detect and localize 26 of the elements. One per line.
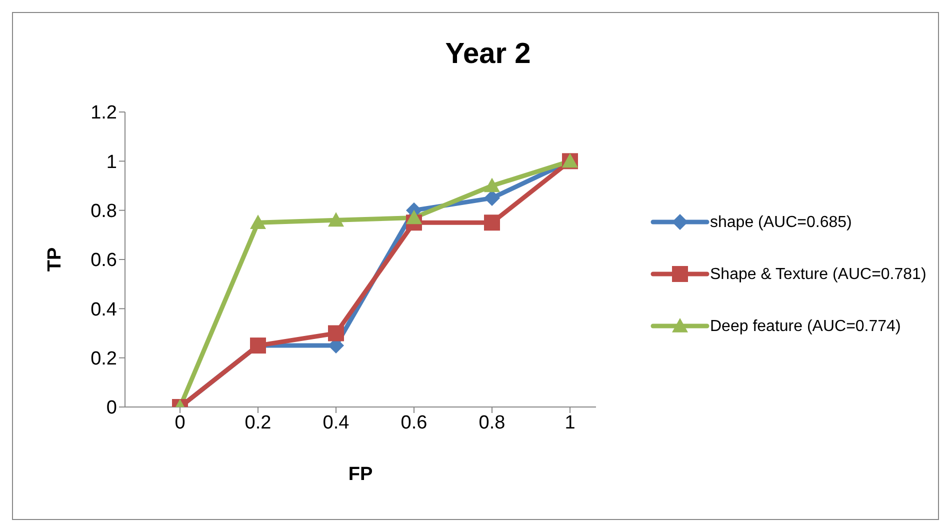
x-tick-label: 0.2 [244, 412, 272, 434]
point [250, 214, 266, 230]
y-tick-label: 0.4 [90, 299, 118, 320]
point [484, 178, 500, 192]
x-tick-label: 0.4 [322, 412, 350, 434]
point [328, 212, 344, 227]
y-tick-label: 0.8 [90, 201, 117, 222]
x-axis-title: FP [348, 464, 373, 485]
y-tick-label: 1.2 [90, 102, 117, 124]
point [484, 190, 500, 206]
x-tick-label: 0 [174, 412, 186, 434]
chart-title: Year 2 [444, 38, 532, 71]
y-tick-label: 0 [106, 398, 117, 419]
y-axis-title: TP [44, 247, 66, 272]
point [406, 210, 422, 224]
x-tick-label: 0.8 [478, 412, 506, 434]
point [484, 214, 500, 231]
legend-label: shape (AUC=0.685) [710, 213, 853, 233]
x-tick-label: 1 [564, 412, 576, 434]
legend-label: Deep feature (AUC=0.774) [710, 317, 902, 337]
point [328, 325, 344, 342]
legend-label: Shape & Texture (AUC=0.781) [710, 265, 928, 285]
y-tick-label: 0.6 [90, 250, 117, 272]
x-tick-label: 0.6 [400, 412, 428, 434]
y-tick-label: 1 [106, 152, 117, 173]
y-tick-label: 0.2 [90, 348, 117, 370]
